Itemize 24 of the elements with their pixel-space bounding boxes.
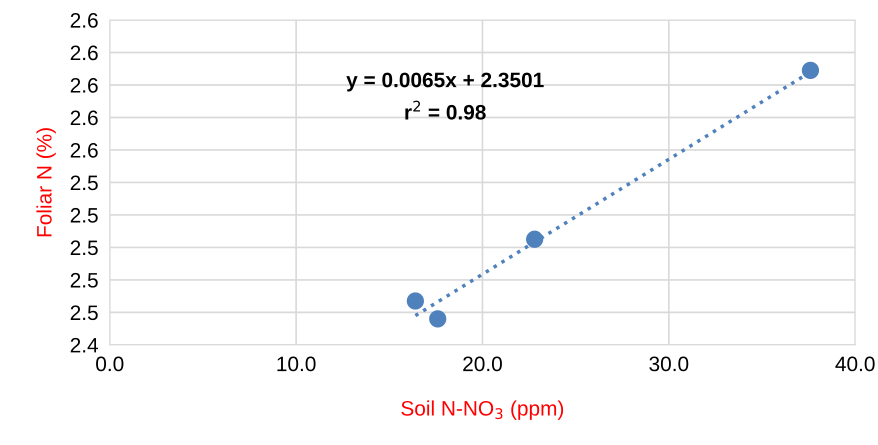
y-tick-label: 2.4: [70, 338, 98, 352]
y-tick-label: 2.6: [70, 78, 98, 93]
y-tick-label: 2.5: [70, 175, 98, 190]
x-axis-title: Soil N-NO$_{3}$ (ppm): [401, 400, 564, 420]
x-tick-label: 10.0: [277, 356, 316, 372]
x-tick-label: 30.0: [649, 356, 688, 372]
point: [802, 62, 820, 79]
y-tick-label: 2.6: [70, 110, 98, 126]
x-tick-label: 0.0: [96, 356, 124, 372]
point: [429, 310, 446, 328]
annotation: r$^{2}$ = 0.98: [405, 100, 486, 120]
x-tick-label: 20.0: [463, 356, 502, 372]
y-tick-label: 2.6: [70, 13, 98, 28]
point: [406, 292, 424, 310]
y-tick-label: 2.5: [70, 272, 98, 288]
y-tick-label: 2.6: [70, 46, 98, 60]
annotation: y = 0.0065x + 2.3501: [346, 72, 544, 92]
y-tick-label: 2.5: [70, 240, 98, 256]
y-tick-label: 2.6: [70, 142, 98, 158]
point: [526, 230, 544, 248]
y-tick-label: 2.5: [70, 208, 98, 223]
x-tick-label: 40.0: [835, 356, 875, 372]
y-tick-label: 2.5: [70, 305, 98, 320]
y-axis-title: Foliar N (%): [36, 128, 56, 236]
